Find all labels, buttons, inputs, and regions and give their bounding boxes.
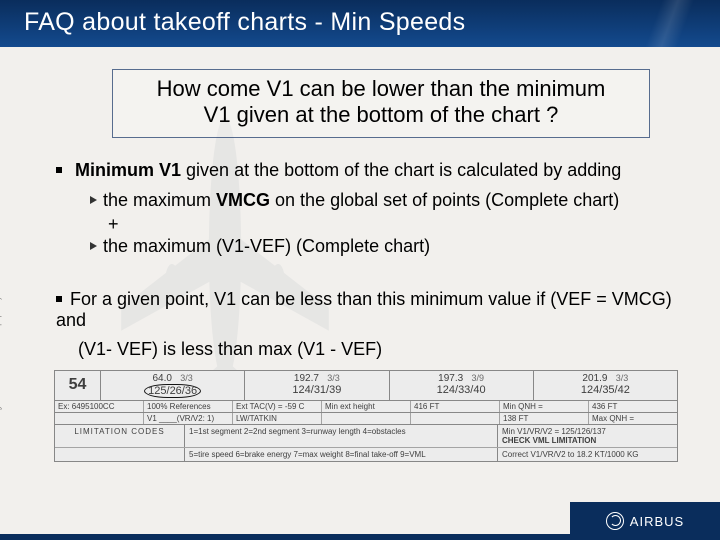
table-mid-row: V1 ____(VR/V2: 1)LW/TATKIN138 FTMax QNH … (55, 413, 677, 425)
sub-2: the maximum (V1-VEF) (Complete chart) (90, 235, 690, 258)
weight-cell: 54 (55, 371, 101, 400)
footer-stripe (0, 534, 570, 540)
table-footer-row: LIMITATION CODES 1=1st segment 2=2nd seg… (55, 425, 677, 447)
question-box: How come V1 can be lower than the minimu… (112, 69, 650, 138)
brand-name: AIRBUS (630, 514, 684, 529)
arrow-icon (90, 196, 97, 204)
table-col: 192.7 3/3 124/31/39 (245, 371, 389, 400)
question-line-1: How come V1 can be lower than the minimu… (131, 76, 631, 102)
sub-1: the maximum VMCG on the global set of po… (90, 189, 690, 212)
bullet-dot-icon (56, 296, 62, 302)
table-mid-row: Ex: 6495100CC100% ReferencesExt TAC(V) =… (55, 401, 677, 413)
table-footer-row: 5=tire speed 6=brake energy 7=max weight… (55, 447, 677, 461)
page-title: FAQ about takeoff charts - Min Speeds (24, 8, 650, 37)
bullet-dot-icon (56, 167, 62, 173)
arrow-icon (90, 242, 97, 250)
table-col: 201.9 3/3 124/35/42 (534, 371, 677, 400)
airbus-logo-icon (606, 512, 624, 530)
bullet-1-rest: given at the bottom of the chart is calc… (181, 160, 621, 180)
table-col: 197.3 3/9 124/33/40 (390, 371, 534, 400)
bullet-1-bold: Minimum V1 (75, 160, 181, 180)
title-bar: FAQ about takeoff charts - Min Speeds (0, 0, 720, 47)
header-decoration (630, 0, 720, 47)
table-col: 64.0 3/3 125/26/36 (101, 371, 245, 400)
bullet-1: Minimum V1 given at the bottom of the ch… (56, 160, 690, 181)
plus-sign: + (108, 214, 690, 235)
bullet-2-cont: (V1- VEF) is less than max (V1 - VEF) (78, 339, 690, 360)
bullet-2: For a given point, V1 can be less than t… (56, 289, 690, 331)
footer-logo-block: AIRBUS (570, 502, 720, 540)
question-line-2: V1 given at the bottom of the chart ? (131, 102, 631, 128)
takeoff-data-table: 54 64.0 3/3 125/26/36 192.7 3/3 124/31/3… (54, 370, 678, 462)
slide-content: How come V1 can be lower than the minimu… (0, 47, 720, 462)
